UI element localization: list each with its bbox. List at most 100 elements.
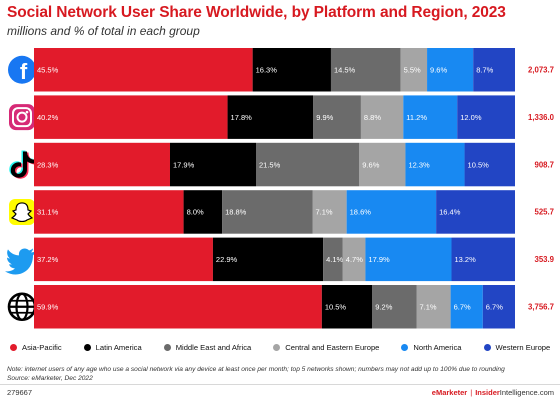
data-label: 28.3%	[37, 160, 59, 169]
bar-segment-asia-pacific	[34, 237, 213, 282]
svg-text:f: f	[20, 59, 28, 84]
bar-segment-latin-america	[252, 48, 331, 92]
legend-label: North America	[413, 343, 462, 352]
bar-segment-western-europe	[451, 237, 515, 282]
bar-segment-central-and-eastern-europe	[342, 237, 366, 282]
data-label: 40.2%	[37, 113, 59, 122]
bar-segment-middle-east-and-africa	[256, 142, 360, 187]
data-label: 22.9%	[216, 255, 238, 264]
bar-segment-central-and-eastern-europe	[400, 48, 428, 92]
brand-insider: Insider	[475, 388, 500, 397]
snapchat-icon	[9, 198, 35, 225]
stacked-bar-chart: f 45.5% 16.3% 14.5% 5.5% 9.6% 8.7% 2,073.7 40.2…	[5, 48, 555, 329]
bar-segment-western-europe	[473, 48, 515, 92]
data-label: 31.1%	[37, 208, 59, 217]
bar-segment-latin-america	[183, 190, 223, 234]
source-line: Source: eMarketer, Dec 2022	[7, 375, 93, 382]
data-label: 17.9%	[173, 160, 195, 169]
data-label: 5.5%	[404, 65, 421, 74]
data-label: 8.8%	[364, 113, 381, 122]
bar-segment-central-and-eastern-europe	[312, 190, 347, 234]
bar-segment-latin-america	[227, 95, 314, 139]
chart-id: 279667	[7, 388, 33, 397]
data-label: 9.9%	[316, 113, 333, 122]
instagram-icon	[9, 104, 35, 131]
data-label: 9.2%	[375, 302, 392, 311]
globe-icon	[7, 292, 37, 322]
data-label: 9.6%	[430, 65, 447, 74]
bar-segment-western-europe	[436, 190, 515, 234]
data-label: 10.5%	[325, 302, 347, 311]
row-total: 525.7	[534, 208, 554, 217]
bar-row-twitter: 37.2% 22.9% 4.1% 4.7% 17.9% 13.2%	[34, 237, 515, 282]
bar-row-total: 59.9% 10.5% 9.2% 7.1% 6.7% 6.7%	[34, 285, 515, 329]
facebook-icon: f	[8, 55, 36, 84]
legend-label: Middle East and Africa	[175, 343, 252, 352]
bar-segment-north-america	[346, 190, 437, 234]
bar-segment-central-and-eastern-europe	[359, 142, 406, 187]
legend-item: Central and Eastern Europe	[273, 343, 379, 352]
bar-segment-western-europe	[457, 95, 515, 139]
data-label: 8.7%	[476, 65, 493, 74]
row-total: 908.7	[534, 160, 554, 169]
bar-row-instagram: 40.2% 17.8% 9.9% 8.8% 11.2% 12.0%	[34, 95, 515, 139]
bar-segment-western-europe	[482, 285, 515, 329]
row-total: 353.9	[534, 255, 554, 264]
legend-swatch	[83, 344, 91, 351]
bar-segment-asia-pacific	[34, 48, 253, 92]
legend-swatch	[273, 344, 281, 351]
legend-swatch	[483, 344, 491, 351]
bar-segment-middle-east-and-africa	[313, 95, 361, 139]
legend-swatch	[163, 344, 171, 351]
data-label: 11.2%	[406, 113, 427, 122]
data-label: 13.2%	[455, 255, 477, 264]
brand-intelligence: Intelligence	[499, 388, 538, 397]
bar-row-tiktok: 28.3% 17.9% 21.5% 9.6% 12.3% 10.5%	[34, 142, 515, 187]
brand-logo: eMarketer | InsiderIntelligence.com	[432, 388, 554, 397]
bar-row-snapchat: 31.1% 8.0% 18.8% 7.1% 18.6% 16.4%	[34, 190, 515, 234]
data-label: 18.8%	[225, 208, 247, 217]
bar-segment-latin-america	[321, 285, 373, 329]
data-label: 4.1%	[326, 255, 343, 264]
legend-label: Latin America	[95, 343, 142, 352]
legend-item: Middle East and Africa	[163, 343, 252, 352]
row-total: 3,756.7	[528, 302, 554, 311]
bar-row-facebook: 45.5% 16.3% 14.5% 5.5% 9.6% 8.7%	[34, 48, 515, 92]
data-label: 16.3%	[256, 65, 278, 74]
bar-segment-north-america	[403, 95, 458, 139]
chart-title: Social Network User Share Worldwide, by …	[7, 4, 506, 21]
data-label: 14.5%	[334, 65, 356, 74]
data-label: 12.3%	[408, 160, 430, 169]
footnote: Note: internet users of any age who use …	[7, 366, 505, 373]
brand-separator: |	[470, 388, 473, 397]
data-label: 10.5%	[468, 160, 490, 169]
chart-legend: Asia-Pacific Latin America Middle East and…	[6, 343, 554, 352]
bar-segment-latin-america	[169, 142, 256, 187]
bar-segment-north-america	[450, 285, 483, 329]
legend-label: Central and Eastern Europe	[285, 343, 380, 352]
data-label: 9.6%	[362, 160, 379, 169]
bar-segment-western-europe	[464, 142, 515, 187]
data-label: 21.5%	[259, 160, 281, 169]
chart-note: Note: internet users of any age who use …	[7, 365, 553, 383]
bar-segment-middle-east-and-africa	[372, 285, 417, 329]
bar-segment-asia-pacific	[34, 95, 228, 139]
bar-segment-asia-pacific	[34, 190, 184, 234]
brand-domain: .com	[537, 388, 554, 397]
brand-insider-intelligence: InsiderIntelligence.com	[475, 388, 554, 397]
data-label: 37.2%	[37, 255, 59, 264]
legend-swatch	[10, 344, 17, 351]
tiktok-icon	[9, 150, 36, 179]
bar-segment-middle-east-and-africa	[330, 48, 401, 92]
data-label: 4.7%	[346, 255, 363, 264]
legend-label: Asia-Pacific	[22, 343, 62, 352]
brand-emarketer: eMarketer	[431, 388, 468, 397]
data-label: 16.4%	[439, 208, 461, 217]
chart-subtitle: millions and % of total in each group	[7, 24, 200, 38]
data-label: 6.7%	[454, 302, 471, 311]
data-label: 17.8%	[231, 113, 253, 122]
bar-segment-middle-east-and-africa	[222, 190, 313, 234]
data-label: 7.1%	[316, 208, 333, 217]
data-label: 12.0%	[460, 113, 482, 122]
data-label: 17.9%	[368, 255, 390, 264]
